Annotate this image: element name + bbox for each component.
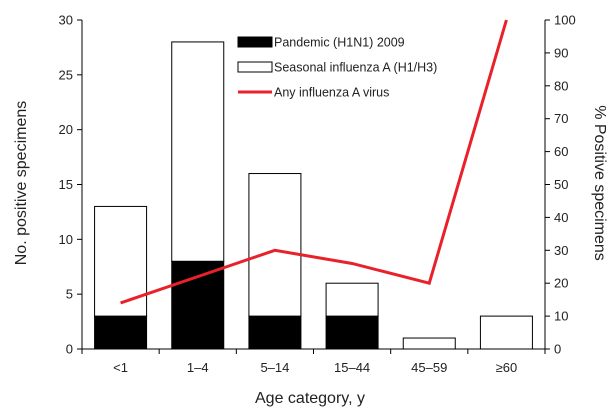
y-tick-label-6: 30 bbox=[59, 13, 73, 28]
bar-series1-5 bbox=[479, 315, 533, 350]
y2-tick-label-7: 70 bbox=[554, 111, 568, 126]
x-tick-label-2: 5–14 bbox=[260, 360, 289, 375]
bar-series0-1 bbox=[171, 260, 225, 350]
legend-label-1: Seasonal influenza A (H1/H3) bbox=[274, 61, 437, 75]
bar-series0-0 bbox=[94, 315, 148, 350]
y2-tick-label-6: 60 bbox=[554, 144, 568, 159]
y2-tick-label-8: 80 bbox=[554, 78, 568, 93]
x-tick-label-5: ≥60 bbox=[496, 360, 518, 375]
bar-series1-4 bbox=[402, 337, 456, 350]
y2-tick-label-0: 0 bbox=[554, 342, 561, 357]
y2-tick-label-2: 20 bbox=[554, 276, 568, 291]
y-tick-label-5: 25 bbox=[59, 67, 73, 82]
x-tick-label-3: 15–44 bbox=[334, 360, 370, 375]
y-tick-label-3: 15 bbox=[59, 177, 73, 192]
bar-series0-2 bbox=[248, 315, 302, 350]
y2-tick-label-1: 10 bbox=[554, 309, 568, 324]
bar-series1-2 bbox=[248, 173, 302, 317]
line-series-2 bbox=[120, 19, 508, 305]
y2-axis-title: % Positive specimens bbox=[591, 105, 608, 261]
y-tick-label-4: 20 bbox=[59, 122, 73, 137]
legend-label-0: Pandemic (H1N1) 2009 bbox=[274, 36, 405, 50]
bar-series1-3 bbox=[325, 282, 379, 317]
legend-label-2: Any influenza A virus bbox=[274, 86, 389, 100]
y-tick-label-1: 5 bbox=[66, 287, 73, 302]
x-tick-label-0: <1 bbox=[113, 360, 128, 375]
y-tick-label-0: 0 bbox=[66, 342, 73, 357]
legend-swatch-0 bbox=[237, 36, 273, 48]
x-tick-label-4: 45–59 bbox=[411, 360, 447, 375]
bar-series0-3 bbox=[325, 315, 379, 350]
x-tick-label-1: 1–4 bbox=[187, 360, 209, 375]
legend-swatch-1 bbox=[237, 61, 273, 73]
y2-tick-label-5: 50 bbox=[554, 177, 568, 192]
y-tick-label-2: 10 bbox=[59, 232, 73, 247]
y2-tick-label-4: 40 bbox=[554, 210, 568, 225]
y2-tick-label-10: 100 bbox=[554, 13, 576, 28]
axes-layer: 0 5 10 15 20 25 30 0 10 20 30 40 50 60 70 80 90 100 <1 1–4 5… bbox=[59, 13, 576, 376]
y2-tick-label-3: 30 bbox=[554, 243, 568, 258]
line-layer bbox=[120, 19, 508, 305]
bar-series1-1 bbox=[171, 41, 225, 262]
x-axis-title: Age category, y bbox=[255, 390, 365, 407]
y2-tick-label-9: 90 bbox=[554, 45, 568, 60]
legend: Pandemic (H1N1) 2009 Seasonal influenza A… bbox=[237, 36, 437, 100]
bars-layer bbox=[94, 41, 533, 350]
y-axis-title: No. positive specimens bbox=[13, 101, 30, 266]
bar-series1-0 bbox=[94, 205, 148, 317]
